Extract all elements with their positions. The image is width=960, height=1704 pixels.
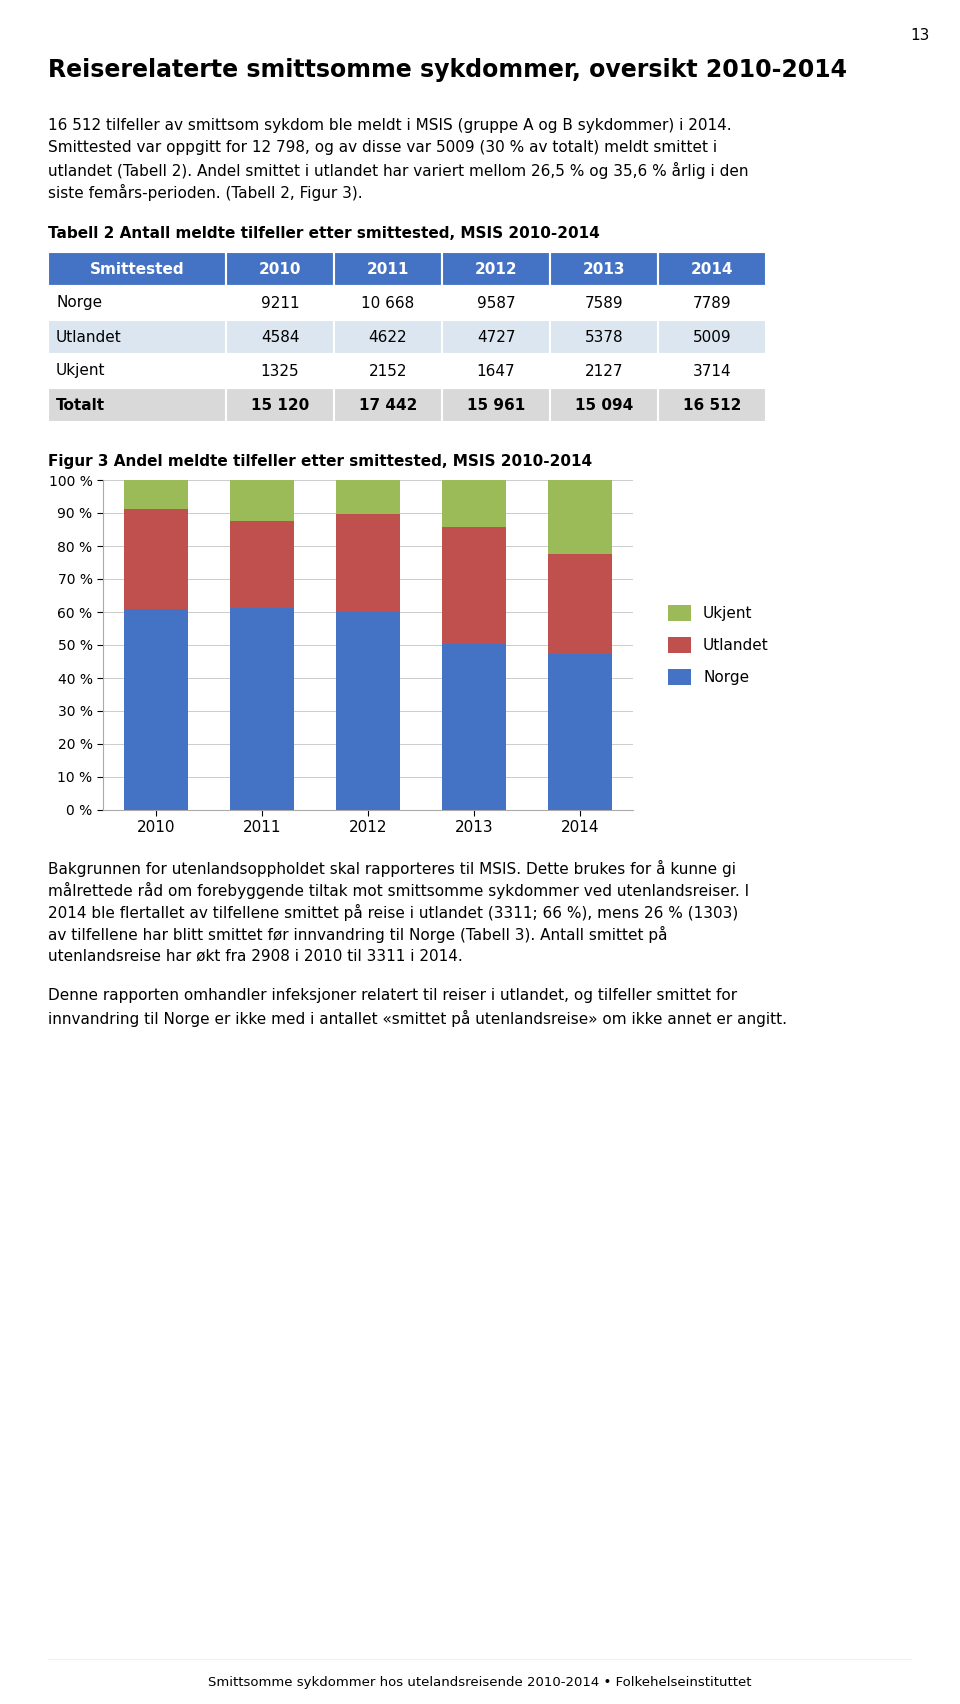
Bar <box>336 481 399 515</box>
Text: Totalt: Totalt <box>56 397 106 412</box>
Bar <box>226 354 334 389</box>
Text: 3714: 3714 <box>693 363 732 378</box>
Text: 4584: 4584 <box>261 329 300 344</box>
Text: 2013: 2013 <box>583 261 625 276</box>
Text: av tilfellene har blitt smittet før innvandring til Norge (Tabell 3). Antall smi: av tilfellene har blitt smittet før innv… <box>48 925 667 942</box>
Text: 2127: 2127 <box>585 363 623 378</box>
Text: Tabell 2 Antall meldte tilfeller etter smittested, MSIS 2010-2014: Tabell 2 Antall meldte tilfeller etter s… <box>48 227 600 240</box>
Text: Utlandet: Utlandet <box>56 329 122 344</box>
Text: 4622: 4622 <box>369 329 407 344</box>
Text: innvandring til Norge er ikke med i antallet «smittet på utenlandsreise» om ikke: innvandring til Norge er ikke med i anta… <box>48 1010 787 1028</box>
Text: 2011: 2011 <box>367 261 409 276</box>
Text: 5009: 5009 <box>693 329 732 344</box>
Text: 7589: 7589 <box>585 295 623 310</box>
Text: 2010: 2010 <box>259 261 301 276</box>
Bar <box>442 320 550 354</box>
Text: Smittsomme sykdommer hos utelandsreisende 2010-2014 • Folkehelseinstituttet: Smittsomme sykdommer hos utelandsreisend… <box>208 1677 752 1689</box>
Text: 2012: 2012 <box>474 261 517 276</box>
Bar <box>48 286 226 320</box>
Bar <box>658 320 766 354</box>
Text: 1647: 1647 <box>477 363 516 378</box>
Text: 10 668: 10 668 <box>361 295 415 310</box>
Bar <box>658 252 766 286</box>
Bar <box>442 354 550 389</box>
Bar <box>48 252 226 286</box>
Bar <box>550 320 658 354</box>
Text: 16 512: 16 512 <box>683 397 741 412</box>
Text: Figur 3 Andel meldte tilfeller etter smittested, MSIS 2010-2014: Figur 3 Andel meldte tilfeller etter smi… <box>48 453 592 469</box>
Bar <box>230 521 294 608</box>
Bar <box>334 354 442 389</box>
Bar <box>550 354 658 389</box>
Bar <box>48 320 226 354</box>
Text: Reiserelaterte smittsomme sykdommer, oversikt 2010-2014: Reiserelaterte smittsomme sykdommer, ove… <box>48 58 847 82</box>
Bar <box>334 320 442 354</box>
Text: 17 442: 17 442 <box>359 397 418 412</box>
Bar <box>226 320 334 354</box>
Text: 15 120: 15 120 <box>251 397 309 412</box>
Bar <box>548 554 612 654</box>
Bar <box>658 354 766 389</box>
Text: 9587: 9587 <box>477 295 516 310</box>
Text: Smittested var oppgitt for 12 798, og av disse var 5009 (30 % av totalt) meldt s: Smittested var oppgitt for 12 798, og av… <box>48 140 717 155</box>
Bar <box>550 389 658 423</box>
Text: Ukjent: Ukjent <box>56 363 106 378</box>
Bar <box>442 389 550 423</box>
Bar <box>48 354 226 389</box>
Bar <box>442 286 550 320</box>
Bar <box>658 286 766 320</box>
Text: 1325: 1325 <box>261 363 300 378</box>
Text: 16 512 tilfeller av smittsom sykdom ble meldt i MSIS (gruppe A og B sykdommer) i: 16 512 tilfeller av smittsom sykdom ble … <box>48 118 732 133</box>
Text: 13: 13 <box>911 27 930 43</box>
Bar <box>443 481 506 527</box>
Bar <box>226 286 334 320</box>
Text: målrettede råd om forebyggende tiltak mot smittsomme sykdommer ved utenlandsreis: målrettede råd om forebyggende tiltak mo… <box>48 883 749 900</box>
Bar <box>334 389 442 423</box>
Text: utenlandsreise har økt fra 2908 i 2010 til 3311 i 2014.: utenlandsreise har økt fra 2908 i 2010 t… <box>48 947 463 963</box>
Bar <box>230 608 294 809</box>
Bar <box>124 608 188 809</box>
Bar <box>550 286 658 320</box>
Text: 2152: 2152 <box>369 363 407 378</box>
Bar <box>124 481 188 509</box>
Legend: Ukjent, Utlandet, Norge: Ukjent, Utlandet, Norge <box>661 598 775 692</box>
Text: Norge: Norge <box>56 295 102 310</box>
Bar <box>442 252 550 286</box>
Text: 9211: 9211 <box>261 295 300 310</box>
Text: 4727: 4727 <box>477 329 516 344</box>
Text: siste femårs-perioden. (Tabell 2, Figur 3).: siste femårs-perioden. (Tabell 2, Figur … <box>48 184 363 201</box>
Text: Smittested: Smittested <box>89 261 184 276</box>
Bar <box>226 389 334 423</box>
Text: Denne rapporten omhandler infeksjoner relatert til reiser i utlandet, og tilfell: Denne rapporten omhandler infeksjoner re… <box>48 988 737 1004</box>
Bar <box>550 252 658 286</box>
Bar <box>334 286 442 320</box>
Bar <box>230 481 294 521</box>
Bar <box>443 527 506 644</box>
Bar <box>548 654 612 809</box>
Bar <box>334 252 442 286</box>
Bar <box>48 389 226 423</box>
Text: 7789: 7789 <box>693 295 732 310</box>
Text: 2014: 2014 <box>691 261 733 276</box>
Text: 15 961: 15 961 <box>467 397 525 412</box>
Bar <box>658 389 766 423</box>
Text: 15 094: 15 094 <box>575 397 634 412</box>
Text: 2014 ble flertallet av tilfellene smittet på reise i utlandet (3311; 66 %), mens: 2014 ble flertallet av tilfellene smitte… <box>48 905 738 922</box>
Bar <box>548 481 612 554</box>
Bar <box>336 515 399 612</box>
Bar <box>226 252 334 286</box>
Bar <box>124 509 188 608</box>
Text: Bakgrunnen for utenlandsoppholdet skal rapporteres til MSIS. Dette brukes for å : Bakgrunnen for utenlandsoppholdet skal r… <box>48 861 736 878</box>
Text: 5378: 5378 <box>585 329 623 344</box>
Bar <box>443 644 506 809</box>
Text: utlandet (Tabell 2). Andel smittet i utlandet har variert mellom 26,5 % og 35,6 : utlandet (Tabell 2). Andel smittet i utl… <box>48 162 749 179</box>
Bar <box>336 612 399 809</box>
